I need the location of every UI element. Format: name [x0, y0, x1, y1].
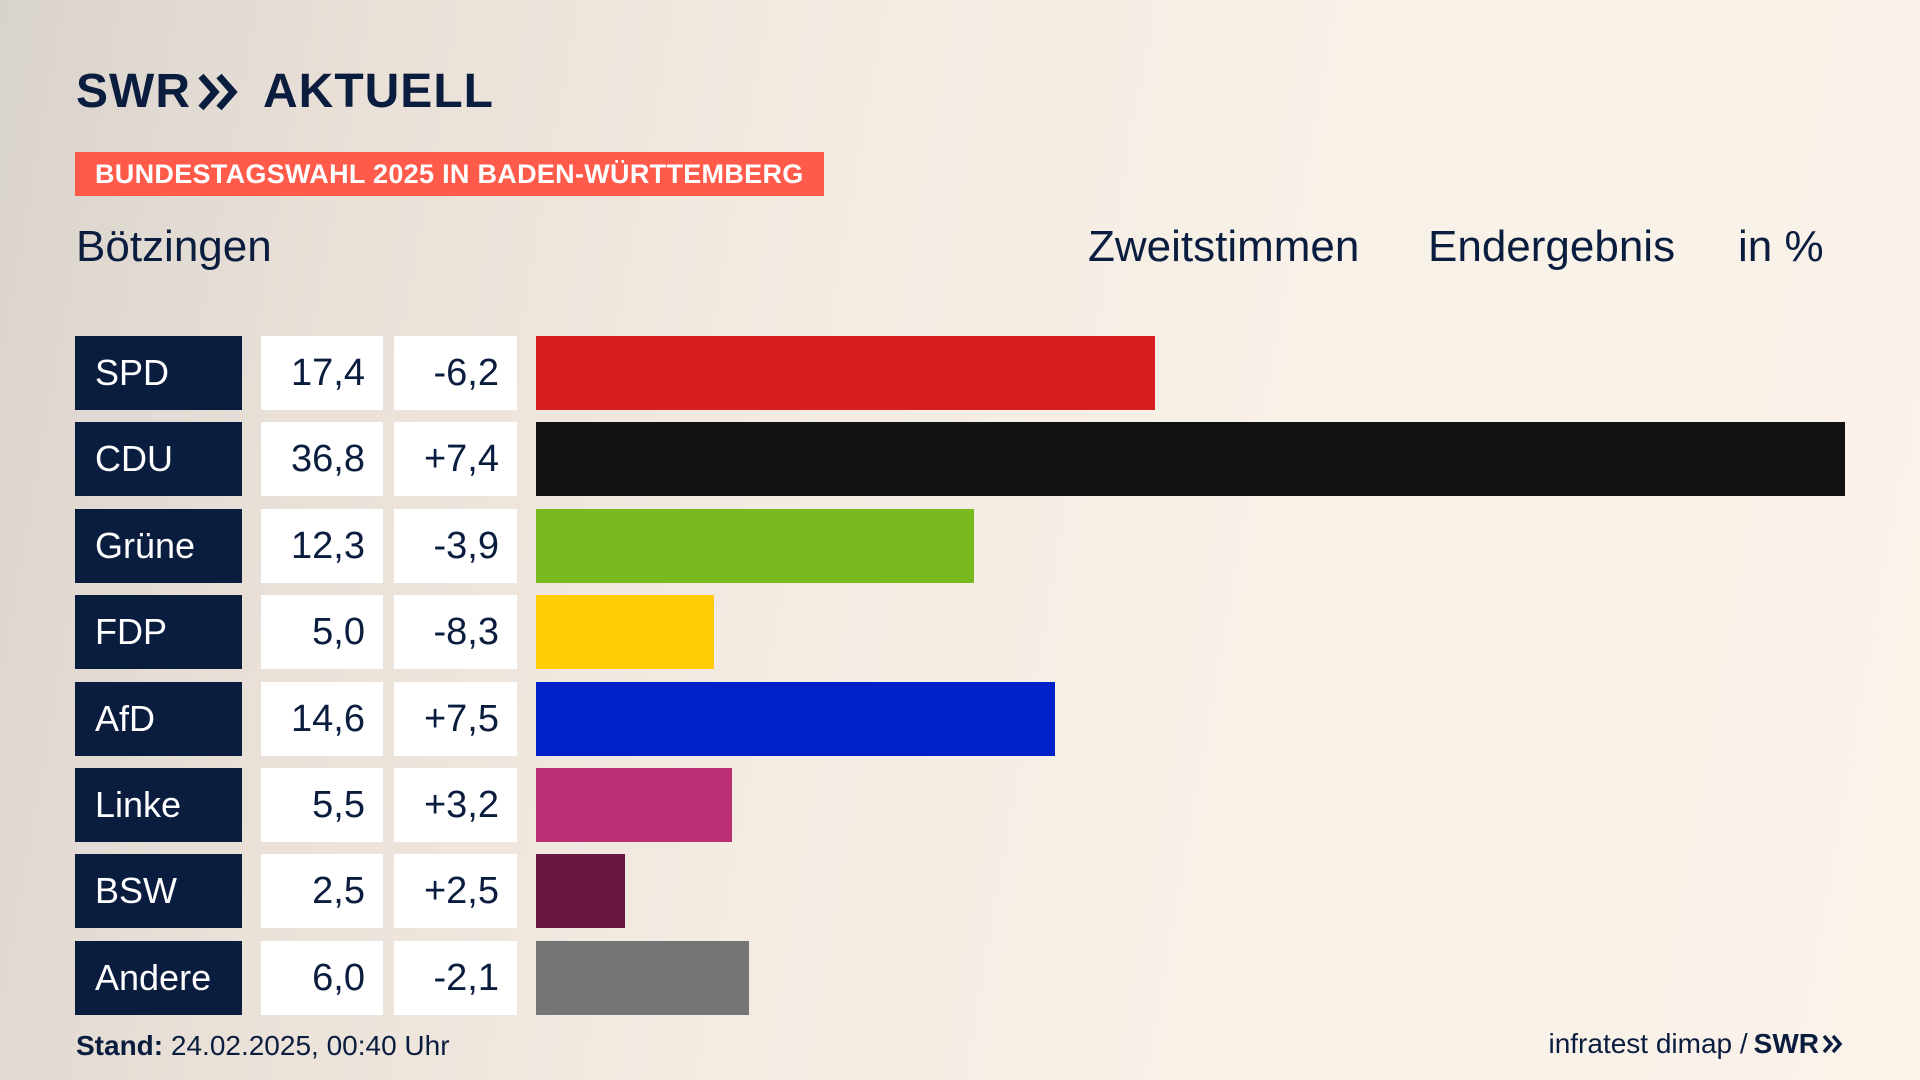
double-chevron-icon: [1822, 1034, 1843, 1054]
vote-share-value: 6,0: [261, 941, 383, 1015]
result-bar: [536, 941, 749, 1015]
vote-change-value: -3,9: [394, 509, 517, 583]
election-banner: BUNDESTAGSWAHL 2025 IN BADEN-WÜRTTEMBERG: [75, 152, 824, 196]
logo-aktuell-text: AKTUELL: [262, 65, 494, 118]
result-bar: [536, 768, 732, 842]
vote-share-value: 36,8: [261, 422, 383, 496]
party-label: CDU: [75, 422, 242, 496]
party-label: BSW: [75, 854, 242, 928]
result-bar: [536, 854, 625, 928]
subhead-unit: in %: [1738, 222, 1824, 271]
vote-share-value: 2,5: [261, 854, 383, 928]
result-bar: [536, 509, 974, 583]
source-brand: SWR: [1753, 1028, 1819, 1059]
result-bar: [536, 336, 1155, 410]
logo-swr-text: SWR: [76, 65, 191, 118]
timestamp-label: Stand:: [76, 1030, 164, 1061]
party-label: FDP: [75, 595, 242, 669]
vote-share-value: 14,6: [261, 682, 383, 756]
swr-aktuell-logo: SWR AKTUELL: [76, 64, 494, 119]
result-bar: [536, 422, 1845, 496]
double-chevron-icon: [198, 73, 238, 110]
party-label: AfD: [75, 682, 242, 756]
party-label: Linke: [75, 768, 242, 842]
result-bar: [536, 595, 714, 669]
timestamp: Stand: 24.02.2025, 00:40 Uhr: [76, 1030, 450, 1062]
vote-change-value: +3,2: [394, 768, 517, 842]
source-credit: infratest dimap / SWR: [1548, 1028, 1844, 1060]
result-bar: [536, 682, 1055, 756]
subhead-vote-type: Zweitstimmen: [1088, 222, 1360, 271]
vote-share-value: 5,5: [261, 768, 383, 842]
place-title: Bötzingen: [76, 222, 272, 271]
vote-share-value: 12,3: [261, 509, 383, 583]
timestamp-value: 24.02.2025, 00:40 Uhr: [163, 1030, 450, 1061]
vote-change-value: +2,5: [394, 854, 517, 928]
party-label: SPD: [75, 336, 242, 410]
source-text: infratest dimap /: [1548, 1028, 1748, 1059]
subhead-result-status: Endergebnis: [1428, 222, 1676, 271]
vote-change-value: +7,4: [394, 422, 517, 496]
party-label: Andere: [75, 941, 242, 1015]
party-label: Grüne: [75, 509, 242, 583]
vote-share-value: 17,4: [261, 336, 383, 410]
vote-change-value: -2,1: [394, 941, 517, 1015]
vote-change-value: +7,5: [394, 682, 517, 756]
vote-share-value: 5,0: [261, 595, 383, 669]
vote-change-value: -8,3: [394, 595, 517, 669]
vote-change-value: -6,2: [394, 336, 517, 410]
